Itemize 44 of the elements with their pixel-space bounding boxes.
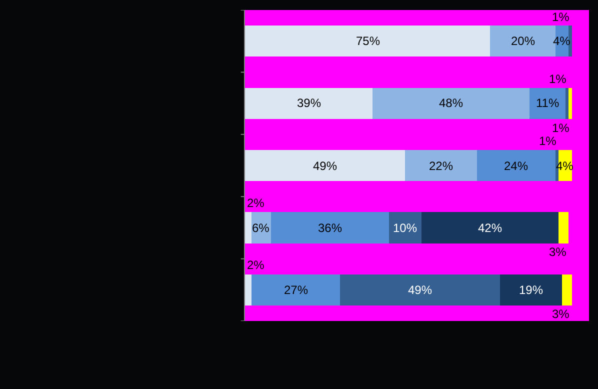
data-label: 1% [552,121,570,135]
bar [477,150,556,182]
data-label: 11% [536,96,560,110]
data-label: 2% [247,258,265,272]
data-label: 49% [408,283,432,297]
data-label: 42% [478,221,502,235]
data-label: 27% [284,283,308,297]
bar [245,26,490,57]
data-label: 3% [549,245,567,259]
bar [568,88,572,119]
data-label: 20% [511,34,536,48]
bar [245,274,252,306]
bar [245,212,252,244]
data-label: 24% [504,159,528,173]
bar [405,150,478,182]
data-label: 6% [252,221,270,235]
bar [271,212,389,244]
data-label: 3% [552,307,570,321]
data-label: 48% [439,96,464,110]
bar [252,274,340,306]
bar [565,88,569,119]
bar [372,88,530,119]
bar [340,274,500,306]
bar [245,88,372,119]
bar [529,88,566,119]
bar [500,274,562,306]
data-label: 39% [297,96,322,110]
data-label: 1% [549,72,567,86]
data-label: 49% [313,159,338,173]
data-label: 36% [318,221,342,235]
data-label: 10% [393,221,418,235]
bar [245,150,406,182]
data-label: 2% [247,196,265,210]
data-label: 19% [519,283,544,297]
bar [421,212,559,244]
data-label: 1% [539,134,557,148]
data-label: 4% [553,34,571,48]
data-label: 1% [552,10,570,24]
data-label: 75% [356,34,380,48]
bar [388,212,422,244]
data-label: 22% [429,159,454,173]
bar [558,212,569,244]
bar [562,274,572,306]
bar [568,26,572,57]
